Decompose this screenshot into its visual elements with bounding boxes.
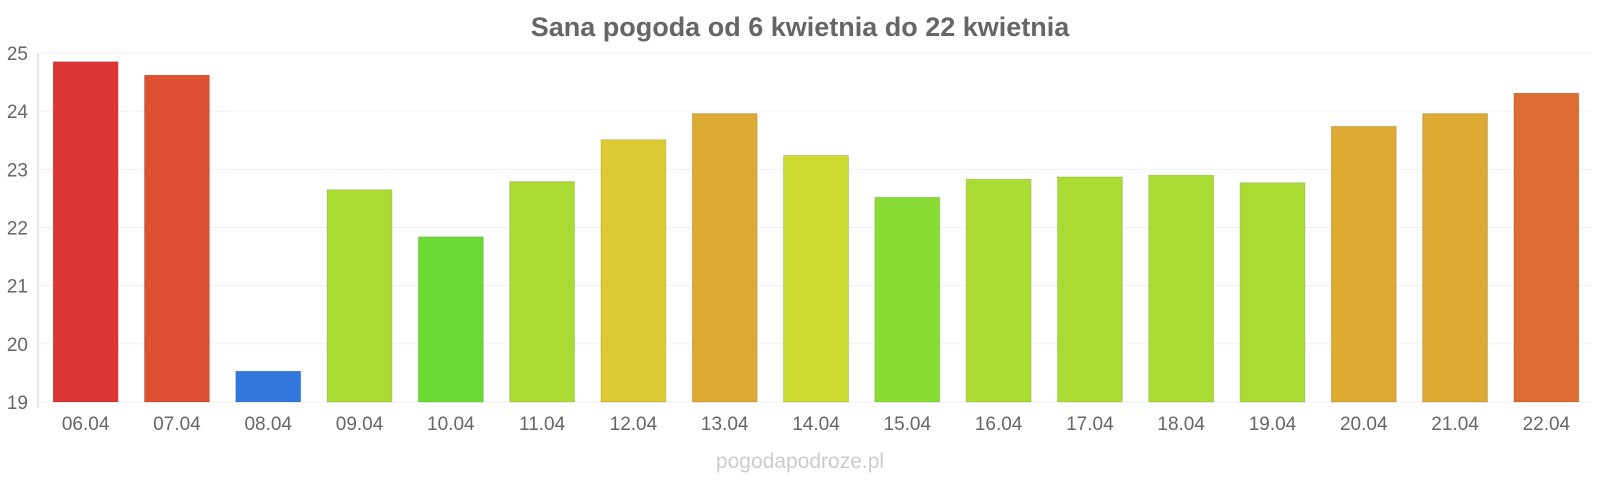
bar-10.04[interactable] (417, 236, 484, 403)
y-tick-label: 22 (7, 219, 28, 240)
x-tick-label: 07.04 (153, 414, 201, 435)
x-tick-label: 18.04 (1157, 414, 1205, 435)
bar-21.04[interactable] (1422, 112, 1489, 403)
bar-18.04[interactable] (1148, 174, 1215, 403)
y-tick-label: 25 (7, 44, 28, 65)
x-tick-label: 20.04 (1340, 414, 1388, 435)
x-tick-label: 15.04 (884, 414, 932, 435)
bars (52, 61, 1580, 403)
bar-08.04[interactable] (235, 370, 302, 403)
x-tick-label: 06.04 (62, 414, 110, 435)
y-tick-label: 20 (7, 335, 28, 356)
x-tick-label: 12.04 (610, 414, 658, 435)
bar-07.04[interactable] (143, 74, 210, 403)
bar-17.04[interactable] (1056, 176, 1123, 403)
x-tick-label: 14.04 (792, 414, 840, 435)
x-tick-label: 10.04 (427, 414, 475, 435)
watermark: pogodapodroze.pl (716, 450, 884, 473)
y-tick-label: 23 (7, 160, 28, 181)
bar-14.04[interactable] (783, 154, 849, 403)
bar-09.04[interactable] (326, 189, 393, 403)
y-axis-ticks: 19 20 21 22 23 24 25 (7, 44, 29, 414)
bar-15.04[interactable] (874, 196, 941, 403)
x-tick-label: 17.04 (1066, 414, 1114, 435)
bar-11.04[interactable] (509, 181, 576, 403)
x-tick-label: 11.04 (519, 414, 566, 435)
bar-19.04[interactable] (1239, 182, 1306, 403)
bar-13.04[interactable] (691, 112, 758, 403)
bar-22.04[interactable] (1513, 92, 1580, 403)
x-tick-label: 16.04 (975, 414, 1023, 435)
y-tick-label: 21 (7, 277, 28, 298)
x-tick-label: 21.04 (1431, 414, 1479, 435)
x-tick-label: 09.04 (336, 414, 384, 435)
x-tick-label: 22.04 (1523, 414, 1571, 435)
y-tick-label: 19 (7, 393, 28, 414)
x-tick-label: 08.04 (244, 414, 292, 435)
bar-16.04[interactable] (965, 178, 1032, 403)
x-tick-label: 19.04 (1249, 414, 1297, 435)
y-tick-label: 24 (7, 102, 29, 123)
bar-06.04[interactable] (52, 61, 119, 403)
bar-20.04[interactable] (1330, 125, 1397, 403)
x-tick-label: 13.04 (701, 414, 749, 435)
x-axis-ticks: 06.04 07.04 08.04 09.04 10.04 11.04 12.04 13.04… (62, 414, 1571, 435)
chart-title: Sana pogoda od 6 kwietnia do 22 kwietnia (531, 12, 1071, 42)
bar-12.04[interactable] (600, 139, 667, 403)
